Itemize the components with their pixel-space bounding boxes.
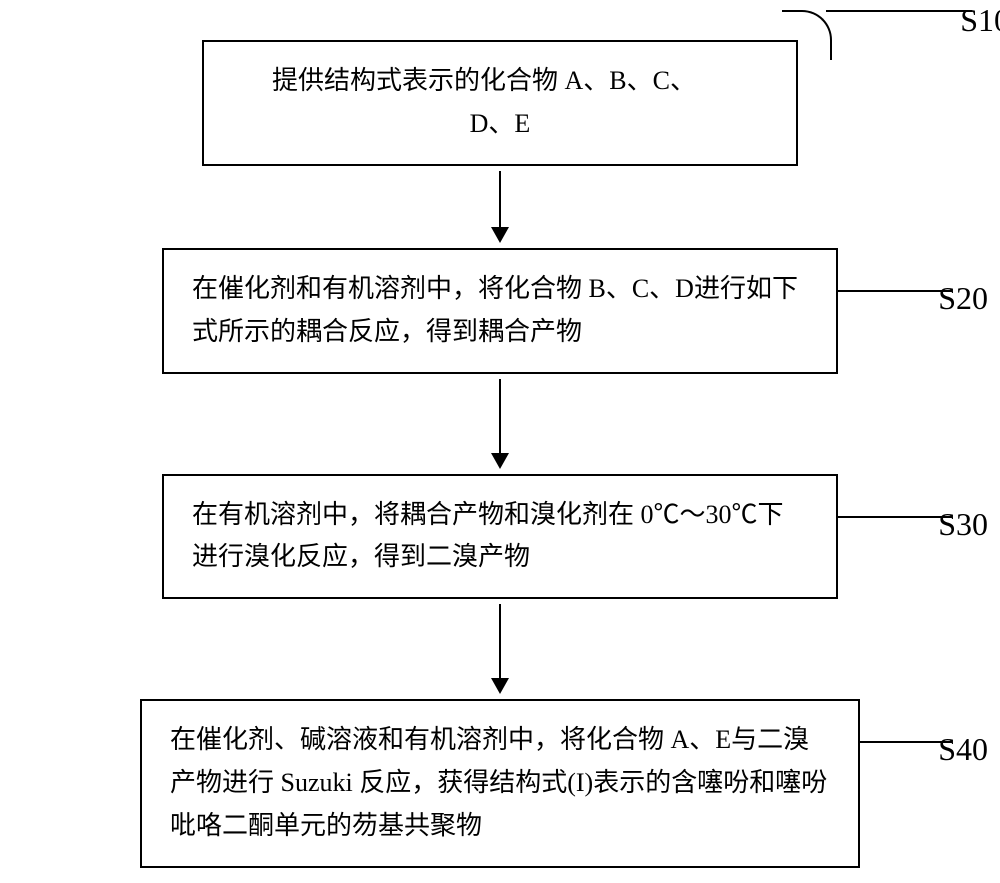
arrow-s10-s20 xyxy=(491,166,509,248)
step-label-s40: S40 xyxy=(938,723,988,776)
step-text: 在有机溶剂中，将耦合产物和溴化剂在 0℃～30℃下进行溴化反应，得到二溴产物 xyxy=(192,500,784,572)
arrow-head xyxy=(491,227,509,243)
step-box-s10: S10 提供结构式表示的化合物 A、B、C、 D、E xyxy=(202,40,798,166)
step-label-s10: S10 xyxy=(960,0,1000,47)
label-connector-line xyxy=(836,290,952,292)
label-connector-line xyxy=(836,516,952,518)
step-label-s20: S20 xyxy=(938,272,988,325)
arrow-head xyxy=(491,678,509,694)
flowchart-container: S10 提供结构式表示的化合物 A、B、C、 D、E S20 在催化剂和有机溶剂… xyxy=(60,40,940,868)
step-box-s20: S20 在催化剂和有机溶剂中，将化合物 B、C、D进行如下式所示的耦合反应，得到… xyxy=(162,248,838,374)
step-box-s40: S40 在催化剂、碱溶液和有机溶剂中，将化合物 A、E与二溴产物进行 Suzuk… xyxy=(140,699,860,868)
label-connector-curve xyxy=(782,10,832,60)
step-text: 在催化剂和有机溶剂中，将化合物 B、C、D进行如下式所示的耦合反应，得到耦合产物 xyxy=(192,274,798,346)
arrow-line xyxy=(499,604,502,680)
arrow-s30-s40 xyxy=(491,599,509,699)
arrow-line xyxy=(499,171,502,229)
arrow-head xyxy=(491,453,509,469)
arrow-line xyxy=(499,379,502,455)
step-text: 在催化剂、碱溶液和有机溶剂中，将化合物 A、E与二溴产物进行 Suzuki 反应… xyxy=(170,725,827,840)
arrow-s20-s30 xyxy=(491,374,509,474)
label-connector-line xyxy=(826,10,972,12)
step-box-s30: S30 在有机溶剂中，将耦合产物和溴化剂在 0℃～30℃下进行溴化反应，得到二溴… xyxy=(162,474,838,600)
step-label-s30: S30 xyxy=(938,498,988,551)
step-text-line1: 提供结构式表示的化合物 A、B、C、 xyxy=(232,60,768,103)
step-text-line2: D、E xyxy=(232,103,768,146)
